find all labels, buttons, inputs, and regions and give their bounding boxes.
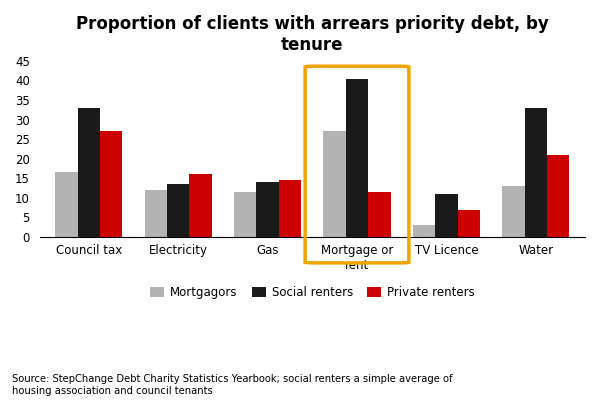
Bar: [547, 155, 569, 237]
Bar: [100, 131, 122, 237]
Bar: [190, 174, 212, 237]
Bar: [346, 78, 368, 237]
Bar: [167, 184, 190, 237]
Bar: [458, 210, 480, 237]
Bar: [256, 182, 279, 237]
Bar: [413, 225, 435, 237]
Bar: [279, 180, 301, 237]
Bar: [323, 131, 346, 237]
Bar: [502, 186, 524, 237]
Bar: [77, 108, 100, 237]
Bar: [145, 190, 167, 237]
Bar: [234, 192, 256, 237]
Bar: [435, 194, 458, 237]
Bar: [524, 108, 547, 237]
Text: Source: StepChange Debt Charity Statistics Yearbook; social renters a simple ave: Source: StepChange Debt Charity Statisti…: [12, 374, 452, 396]
Bar: [368, 192, 391, 237]
Bar: [55, 172, 77, 237]
Title: Proportion of clients with arrears priority debt, by
tenure: Proportion of clients with arrears prior…: [76, 15, 548, 54]
Legend: Mortgagors, Social renters, Private renters: Mortgagors, Social renters, Private rent…: [145, 282, 479, 304]
